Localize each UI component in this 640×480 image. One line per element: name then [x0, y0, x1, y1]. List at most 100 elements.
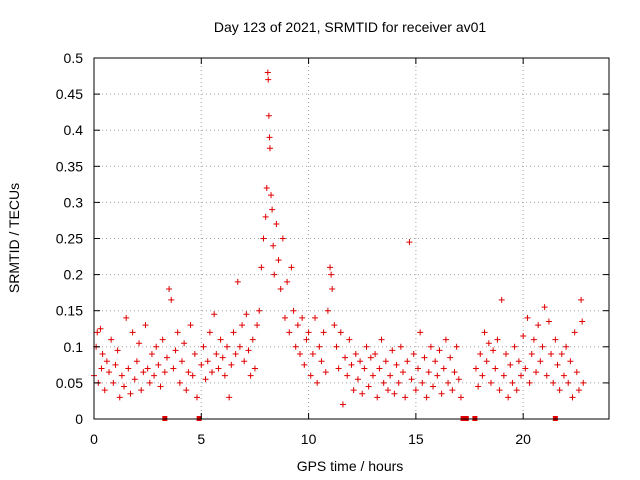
- data-point: [436, 347, 443, 354]
- data-point: [357, 358, 364, 365]
- data-point: [419, 379, 426, 386]
- data-point: [161, 369, 168, 376]
- data-point: [264, 69, 271, 76]
- data-point: [550, 379, 557, 386]
- data-point: [258, 264, 265, 271]
- data-point: [410, 351, 417, 358]
- data-point: [286, 329, 293, 336]
- x-tick-label: 10: [301, 431, 317, 447]
- y-tick-label: 0.4: [64, 122, 84, 138]
- data-point: [455, 376, 462, 383]
- data-point: [348, 361, 355, 368]
- data-point: [153, 343, 160, 350]
- data-point: [251, 365, 258, 372]
- data-point: [215, 365, 222, 372]
- data-point: [533, 369, 540, 376]
- data-point: [275, 257, 282, 264]
- data-point: [166, 286, 173, 293]
- data-point: [477, 351, 484, 358]
- data-point: [524, 314, 531, 321]
- data-point: [580, 379, 587, 386]
- data-point: [133, 358, 140, 365]
- data-point: [211, 311, 218, 318]
- data-point: [312, 314, 319, 321]
- data-point: [106, 369, 113, 376]
- data-point: [232, 351, 239, 358]
- data-point: [509, 379, 516, 386]
- data-point: [520, 332, 527, 339]
- data-point: [157, 383, 164, 390]
- data-point: [408, 376, 415, 383]
- y-axis-label: SRMTID / TECUs: [6, 183, 22, 293]
- data-point: [423, 394, 430, 401]
- data-point: [447, 354, 454, 361]
- data-point: [569, 394, 576, 401]
- grid-lines: [94, 58, 609, 419]
- data-point: [140, 369, 147, 376]
- data-point: [329, 286, 336, 293]
- data-point: [539, 343, 546, 350]
- data-point: [202, 376, 209, 383]
- data-point: [556, 387, 563, 394]
- data-point: [181, 340, 188, 347]
- data-point: [114, 347, 121, 354]
- x-tick-label: 15: [408, 431, 424, 447]
- data-point: [290, 307, 297, 314]
- data-point: [209, 369, 216, 376]
- x-tick-label: 5: [197, 431, 205, 447]
- data-point: [268, 192, 275, 199]
- data-point: [108, 336, 115, 343]
- data-point: [457, 394, 464, 401]
- data-point: [445, 379, 452, 386]
- data-point: [440, 365, 447, 372]
- data-point: [453, 343, 460, 350]
- data-point: [554, 361, 561, 368]
- data-point: [294, 322, 301, 329]
- data-point: [224, 343, 231, 350]
- data-point: [393, 361, 400, 368]
- data-point: [204, 358, 211, 365]
- x-axis-label: GPS time / hours: [297, 458, 404, 474]
- data-point: [369, 372, 376, 379]
- data-point: [327, 264, 334, 271]
- data-point: [230, 329, 237, 336]
- data-point: [483, 358, 490, 365]
- data-point: [513, 387, 520, 394]
- data-point: [265, 112, 272, 119]
- data-point: [194, 394, 200, 401]
- data-point: [324, 307, 331, 314]
- data-point: [579, 318, 586, 325]
- data-point: [256, 307, 263, 314]
- data-point: [346, 336, 353, 343]
- data-point: [265, 76, 272, 83]
- data-point: [565, 379, 572, 386]
- data-point: [239, 322, 246, 329]
- data-point: [530, 336, 537, 343]
- data-point: [449, 387, 456, 394]
- data-point: [415, 365, 422, 372]
- data-point: [262, 213, 269, 220]
- data-point: [545, 318, 552, 325]
- data-point: [421, 354, 428, 361]
- data-point: [273, 221, 280, 228]
- data-point: [487, 379, 494, 386]
- data-point: [352, 351, 359, 358]
- data-point: [427, 343, 434, 350]
- y-tick-label: 0.3: [64, 194, 84, 210]
- data-point: [148, 351, 155, 358]
- data-point: [101, 387, 108, 394]
- data-point: [374, 394, 381, 401]
- data-point: [281, 314, 288, 321]
- data-point: [387, 372, 394, 379]
- data-point: [335, 365, 342, 372]
- data-point: [217, 336, 224, 343]
- data-point: [560, 372, 567, 379]
- data-point: [271, 271, 278, 278]
- data-points: [91, 69, 587, 408]
- data-point: [279, 235, 286, 242]
- data-point: [350, 387, 357, 394]
- data-point: [189, 372, 196, 379]
- data-point: [260, 235, 267, 242]
- data-point: [376, 365, 383, 372]
- data-point: [500, 372, 507, 379]
